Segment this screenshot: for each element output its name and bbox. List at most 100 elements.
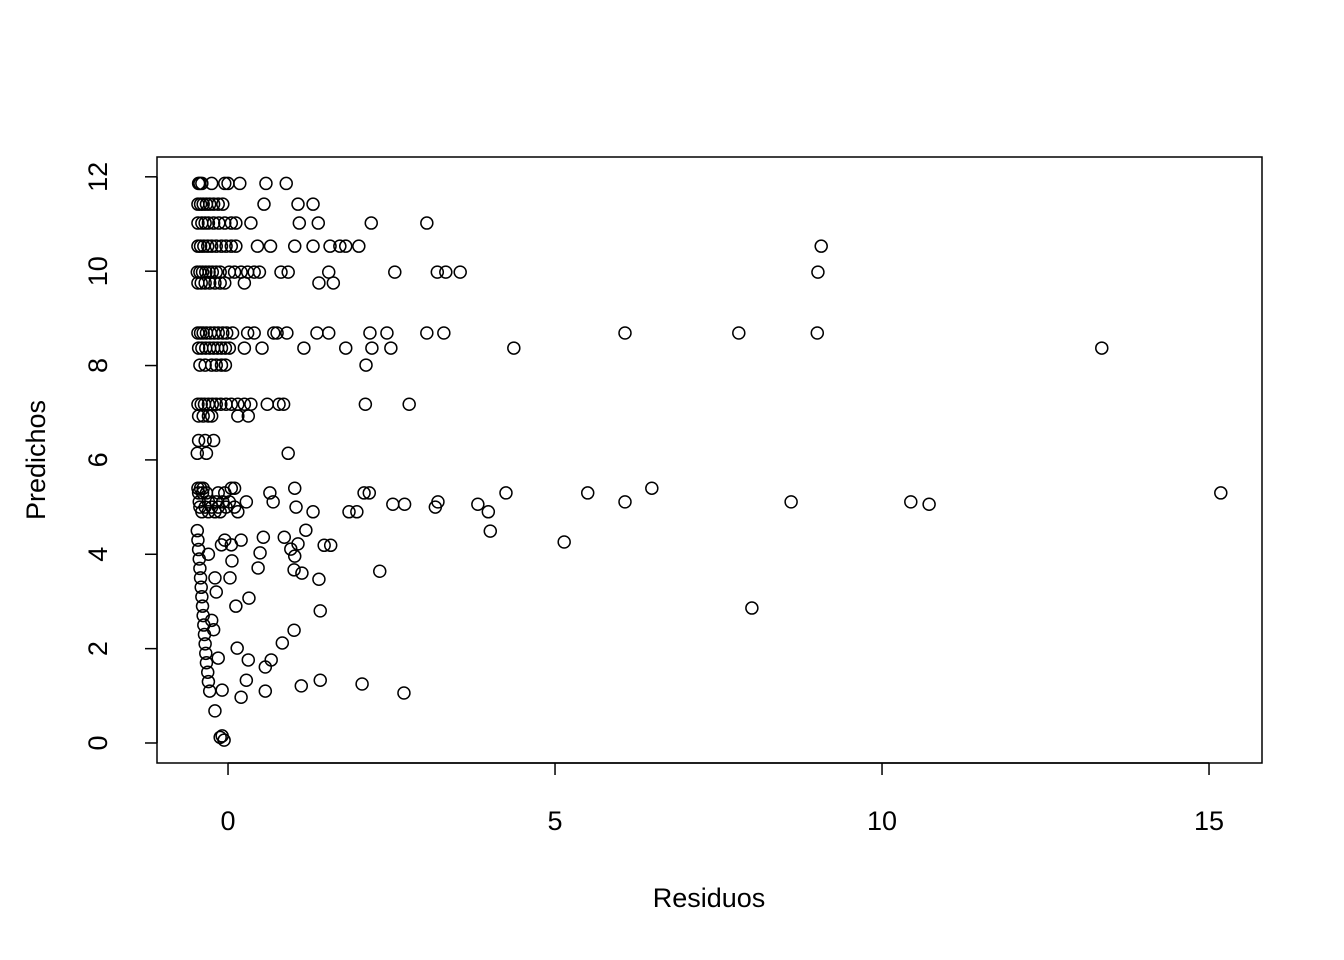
point: [342, 505, 356, 519]
point: [297, 341, 311, 355]
point: [202, 197, 217, 211]
point: [229, 599, 243, 613]
point: [338, 341, 353, 355]
point: [201, 665, 215, 679]
point: [194, 580, 208, 595]
point: [196, 409, 210, 423]
point: [507, 341, 521, 355]
point: [218, 358, 233, 372]
point: [214, 341, 229, 355]
point: [338, 239, 353, 253]
point: [350, 505, 364, 519]
point: [206, 216, 221, 230]
point: [251, 561, 265, 575]
y-tick-label: 0: [83, 735, 113, 750]
point: [218, 341, 233, 355]
point: [198, 433, 212, 448]
point: [213, 505, 227, 519]
point: [274, 265, 288, 279]
point: [420, 216, 434, 230]
point: [215, 683, 229, 697]
point: [198, 276, 212, 290]
point: [241, 409, 256, 423]
point: [292, 216, 307, 230]
point: [323, 239, 337, 253]
point: [195, 599, 210, 613]
point: [219, 326, 234, 340]
point: [306, 239, 320, 253]
point: [276, 397, 291, 411]
point: [373, 564, 387, 579]
point: [208, 505, 222, 519]
point: [289, 500, 303, 514]
point: [195, 176, 209, 191]
point: [358, 397, 373, 411]
point: [580, 486, 595, 500]
point: [284, 542, 298, 556]
point: [198, 637, 212, 651]
point: [193, 239, 208, 253]
point: [258, 660, 273, 674]
point: [237, 341, 252, 355]
point: [306, 505, 320, 519]
point: [294, 679, 309, 693]
point: [209, 585, 224, 599]
point: [814, 239, 828, 253]
point: [402, 397, 416, 411]
point: [306, 197, 320, 211]
point: [199, 446, 214, 461]
point: [311, 216, 326, 230]
point: [430, 265, 445, 279]
point: [216, 326, 230, 340]
point: [224, 397, 239, 411]
point: [201, 547, 216, 562]
point: [191, 341, 206, 355]
point: [240, 326, 255, 340]
point: [234, 690, 248, 704]
point: [270, 326, 284, 340]
point: [191, 486, 206, 500]
point: [206, 197, 221, 211]
point: [224, 239, 239, 253]
x-tick-label: 0: [221, 806, 236, 836]
point: [206, 433, 221, 448]
point: [247, 326, 261, 340]
x-tick-label: 5: [548, 806, 563, 836]
point: [397, 497, 412, 512]
point: [1095, 341, 1109, 355]
point: [214, 358, 229, 372]
point: [241, 653, 256, 667]
point: [198, 358, 212, 372]
point: [194, 276, 208, 290]
point: [191, 216, 205, 230]
point: [237, 276, 252, 290]
point: [481, 505, 496, 519]
point: [323, 538, 338, 553]
point: [229, 239, 243, 253]
point: [214, 397, 228, 411]
point: [483, 524, 498, 538]
point: [206, 623, 221, 637]
point: [279, 176, 293, 191]
point: [230, 641, 244, 655]
point: [645, 481, 659, 495]
point: [263, 486, 277, 500]
point: [499, 486, 513, 500]
point: [201, 674, 216, 689]
point: [287, 563, 301, 577]
point: [355, 677, 369, 691]
point: [208, 571, 222, 585]
point: [195, 589, 209, 604]
point: [299, 523, 313, 537]
x-tick-label: 10: [867, 806, 897, 836]
point: [732, 326, 746, 340]
point: [313, 604, 327, 618]
point: [202, 276, 217, 290]
point: [218, 176, 232, 191]
point: [244, 216, 258, 230]
point: [250, 239, 265, 253]
y-tick-label: 6: [83, 452, 113, 467]
point: [216, 197, 230, 211]
y-tick-label: 12: [83, 162, 113, 192]
